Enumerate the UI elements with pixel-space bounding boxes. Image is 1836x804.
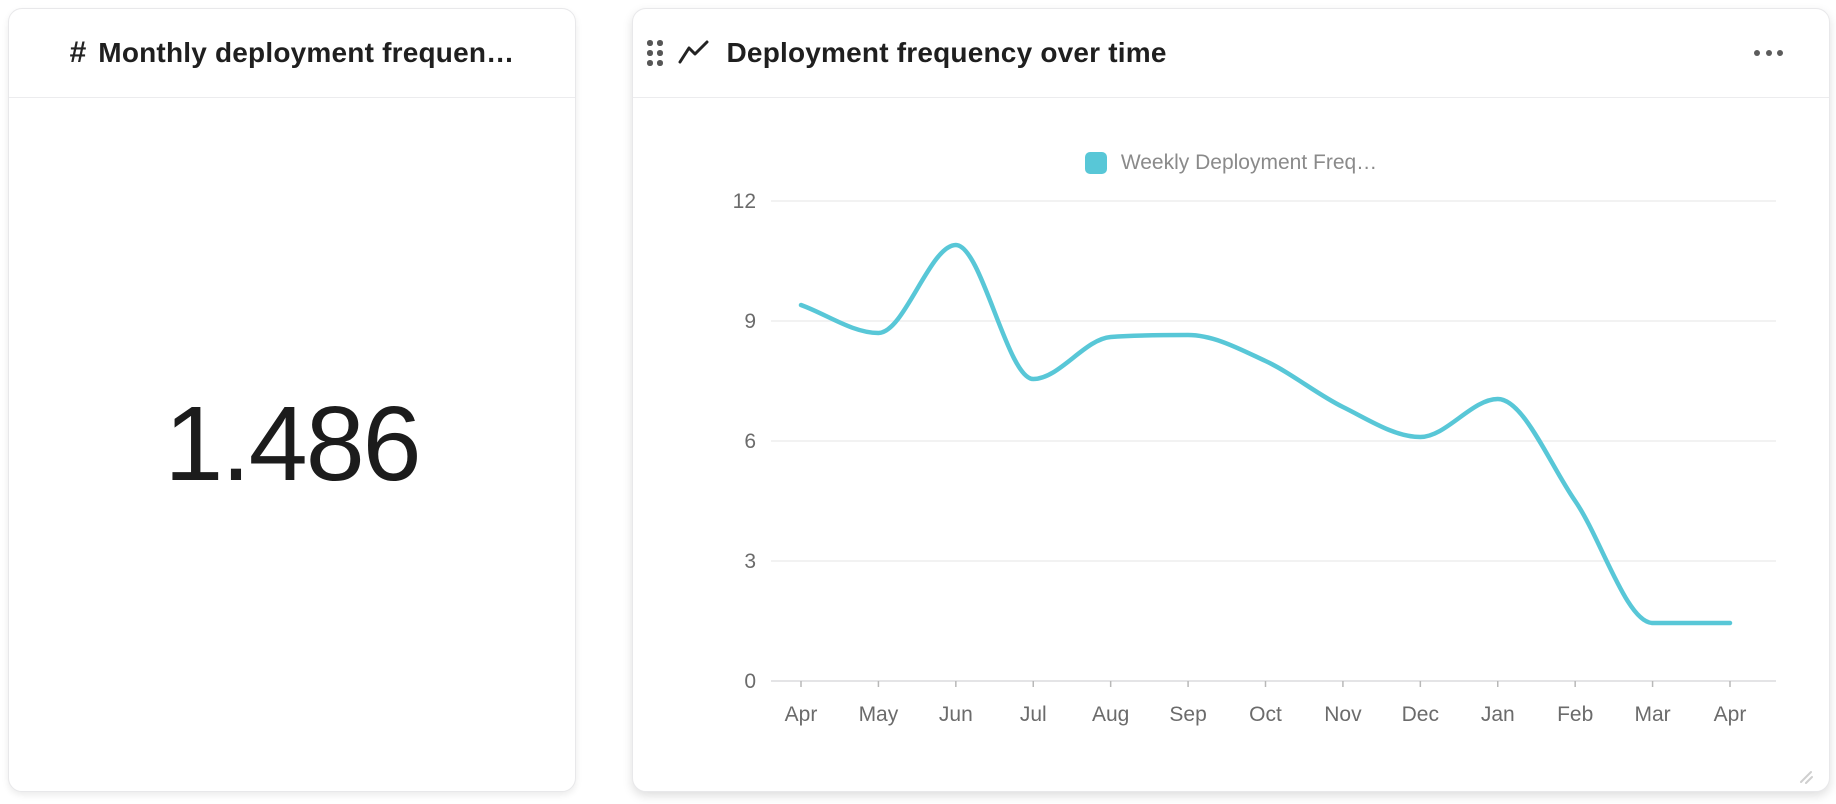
- x-axis-label: Aug: [1092, 703, 1129, 726]
- legend-label: Weekly Deployment Freq…: [1120, 151, 1378, 174]
- kpi-card-header: # Monthly deployment frequen…: [9, 9, 575, 98]
- kpi-card: # Monthly deployment frequen… 1.486: [8, 8, 576, 792]
- x-axis-label: Sep: [1169, 703, 1206, 726]
- x-axis-label: Mar: [1634, 703, 1670, 726]
- y-axis-label: 6: [744, 430, 756, 453]
- x-axis-label: Jul: [1020, 703, 1047, 726]
- x-axis-label: Dec: [1402, 703, 1439, 726]
- y-axis-label: 12: [733, 190, 756, 213]
- x-axis-label: Feb: [1557, 703, 1593, 726]
- legend-item[interactable]: Weekly Deployment Freq…: [633, 151, 1829, 175]
- legend-swatch: [1084, 152, 1107, 174]
- kpi-card-title: Monthly deployment frequen…: [98, 37, 515, 68]
- x-axis-label: Apr: [785, 703, 818, 726]
- x-axis-label: Oct: [1249, 703, 1282, 726]
- chart-card-title: Deployment frequency over time: [726, 37, 1167, 68]
- x-axis-label: Jun: [939, 703, 973, 726]
- resize-grip-icon[interactable]: [1797, 768, 1813, 784]
- drag-handle-icon[interactable]: [647, 40, 663, 66]
- series-line: [798, 242, 1733, 626]
- chart-body: Weekly Deployment Freq… 0 3 6 9 12 Apr May Jun J…: [633, 98, 1829, 790]
- chart-card: Deployment frequency over time Weekly De…: [632, 8, 1830, 792]
- x-axis-label: Nov: [1324, 703, 1362, 726]
- kpi-card-body: 1.486: [9, 98, 575, 790]
- deployment-frequency-chart[interactable]: 0 3 6 9 12 Apr May Jun Jul Aug Sep Oct Nov Dec Jan Feb M…: [633, 98, 1828, 790]
- y-axis-label: 0: [744, 670, 756, 693]
- line-chart-icon: [678, 40, 708, 64]
- chart-card-header: Deployment frequency over time: [633, 9, 1829, 98]
- hash-icon: #: [69, 36, 87, 69]
- y-axis-label: 3: [744, 550, 756, 573]
- ellipsis-menu-button[interactable]: [1748, 40, 1789, 66]
- x-axis-label: Apr: [1714, 703, 1747, 726]
- kpi-value: 1.486: [164, 384, 421, 503]
- x-axis-label: Jan: [1481, 703, 1515, 726]
- y-axis-label: 9: [744, 310, 756, 333]
- x-axis-label: May: [859, 703, 899, 726]
